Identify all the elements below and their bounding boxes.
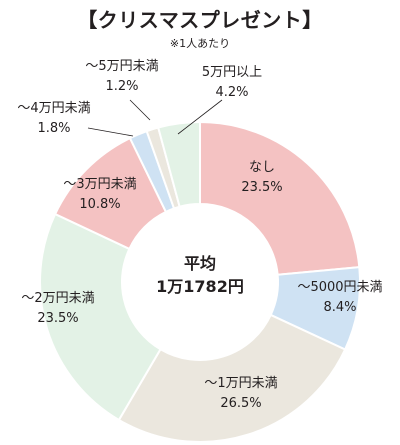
slice-3 <box>39 212 162 422</box>
slice-7 <box>156 120 201 208</box>
chart-title: 【クリスマスプレゼント】 <box>77 8 323 32</box>
slice-0 <box>199 120 361 276</box>
slice-label-0: なし <box>249 160 275 175</box>
slice-value-5: 1.8% <box>37 121 70 136</box>
chart-note: ※1人あたり <box>169 37 231 50</box>
slice-label-3: ～2万円未満 <box>21 291 94 306</box>
center-label-average: 平均 <box>184 254 216 273</box>
slice-label-7: 5万円以上 <box>202 65 262 80</box>
slice-value-6: 1.2% <box>105 79 138 94</box>
slice-2 <box>117 313 347 443</box>
slice-value-4: 10.8% <box>79 197 120 212</box>
leader-line-6 <box>129 99 151 121</box>
slice-value-1: 8.4% <box>323 300 356 315</box>
leader-line-7 <box>177 99 223 135</box>
center-label-amount: 1万1782円 <box>156 277 244 296</box>
slice-label-6: ～5万円未満 <box>85 59 158 74</box>
slice-label-4: ～3万円未満 <box>63 177 136 192</box>
slice-value-3: 23.5% <box>37 311 78 326</box>
slice-value-2: 26.5% <box>220 396 261 411</box>
slice-label-2: ～1万円未満 <box>204 376 277 391</box>
slice-value-0: 23.5% <box>241 180 282 195</box>
slice-label-5: ～4万円未満 <box>17 101 90 116</box>
slice-value-7: 4.2% <box>215 85 248 100</box>
leader-line-5 <box>87 127 134 137</box>
slice-label-1: ～5000円未満 <box>297 280 382 295</box>
